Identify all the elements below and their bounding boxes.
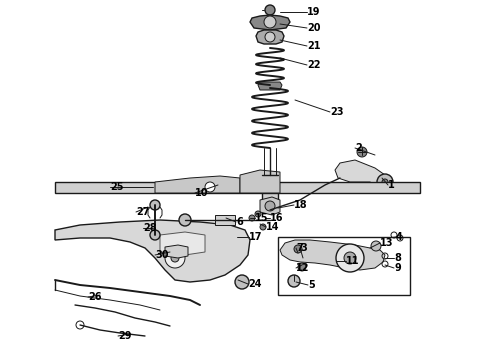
Circle shape [294, 245, 302, 253]
Bar [278, 237, 410, 295]
Polygon shape [215, 215, 235, 225]
Circle shape [165, 248, 185, 268]
Text: 24: 24 [248, 279, 262, 289]
Text: 30: 30 [155, 250, 169, 260]
Text: 26: 26 [88, 292, 101, 302]
Circle shape [357, 147, 367, 157]
Text: 5: 5 [308, 280, 315, 290]
Circle shape [260, 224, 266, 230]
Circle shape [265, 201, 275, 211]
Text: 14: 14 [266, 222, 279, 232]
Polygon shape [155, 176, 240, 193]
Polygon shape [240, 170, 280, 193]
Text: 6: 6 [236, 217, 243, 227]
Text: 23: 23 [330, 107, 343, 117]
Circle shape [150, 200, 160, 210]
Text: 18: 18 [294, 200, 308, 210]
Circle shape [382, 179, 388, 185]
Circle shape [150, 230, 160, 240]
Circle shape [344, 252, 356, 264]
Text: 1: 1 [388, 180, 395, 190]
Text: 7: 7 [296, 243, 303, 253]
Polygon shape [335, 160, 385, 190]
Circle shape [377, 174, 393, 190]
Circle shape [255, 211, 261, 217]
Circle shape [265, 32, 275, 42]
Text: 19: 19 [307, 7, 320, 17]
Text: 15: 15 [255, 213, 269, 223]
Text: 21: 21 [307, 41, 320, 51]
Circle shape [288, 275, 300, 287]
Polygon shape [250, 15, 290, 30]
Polygon shape [258, 82, 282, 90]
Text: 28: 28 [143, 223, 157, 233]
Circle shape [235, 275, 249, 289]
Circle shape [249, 215, 255, 221]
Circle shape [336, 244, 364, 272]
Polygon shape [280, 240, 385, 270]
Circle shape [265, 5, 275, 15]
Circle shape [205, 182, 215, 192]
Text: 13: 13 [380, 238, 393, 248]
Circle shape [371, 241, 381, 251]
Text: 11: 11 [346, 256, 360, 266]
Text: 25: 25 [110, 182, 123, 192]
Text: 16: 16 [270, 213, 284, 223]
Text: 20: 20 [307, 23, 320, 33]
Polygon shape [256, 30, 284, 44]
Text: 3: 3 [300, 243, 307, 253]
Polygon shape [55, 220, 250, 282]
Polygon shape [262, 175, 278, 210]
Text: 10: 10 [195, 188, 209, 198]
Text: 8: 8 [394, 253, 401, 263]
Polygon shape [165, 245, 188, 258]
Text: 17: 17 [249, 232, 263, 242]
Circle shape [171, 254, 179, 262]
Text: 22: 22 [307, 60, 320, 70]
Polygon shape [55, 182, 420, 193]
Text: 4: 4 [396, 232, 403, 242]
Text: 29: 29 [118, 331, 131, 341]
Polygon shape [260, 197, 280, 215]
Circle shape [179, 214, 191, 226]
Polygon shape [160, 232, 205, 255]
Circle shape [264, 16, 276, 28]
Text: 27: 27 [136, 207, 149, 217]
Text: 12: 12 [296, 263, 310, 273]
Circle shape [298, 263, 306, 271]
Text: 2: 2 [355, 143, 362, 153]
Text: 9: 9 [394, 263, 401, 273]
